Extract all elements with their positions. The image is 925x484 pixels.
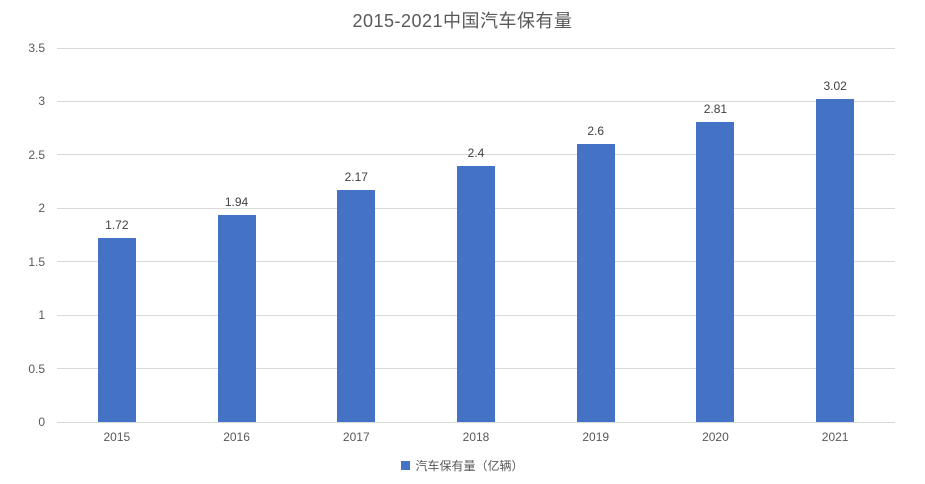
- y-tick-label: 3.5: [28, 41, 45, 55]
- y-tick-label: 1.5: [28, 254, 45, 269]
- bar-value-label: 2.4: [467, 145, 485, 160]
- bar-value-label: 1.72: [105, 218, 129, 233]
- y-tick-label: 0.5: [28, 361, 45, 376]
- y-tick-label: 2.5: [28, 147, 45, 162]
- gridline: [57, 100, 895, 102]
- y-tick-label: 2: [38, 201, 45, 216]
- chart-title: 2015-2021中国汽车保有量: [352, 11, 573, 31]
- x-tick-label: 2018: [462, 430, 490, 444]
- x-tick-label: 2020: [702, 430, 729, 444]
- x-tick-label: 2017: [342, 430, 370, 444]
- legend-square-icon: [401, 461, 411, 470]
- bar-2019: [576, 144, 615, 422]
- bar-value-label: 2.17: [344, 170, 368, 185]
- gridline: [57, 47, 895, 49]
- bar-value-label: 1.94: [224, 194, 249, 209]
- y-tick-label: 3: [38, 94, 45, 109]
- x-tick-label: 2015: [103, 430, 131, 444]
- x-tick-label: 2016: [223, 430, 250, 444]
- bar-2017: [337, 190, 376, 422]
- bar-2020: [696, 121, 735, 422]
- gridline: [57, 421, 895, 423]
- bar-2015: [97, 238, 136, 422]
- x-tick-label: 2021: [821, 430, 849, 444]
- bar-2016: [217, 214, 256, 422]
- bar-value-label: 2.6: [587, 124, 605, 139]
- legend: 汽车保有量（亿辆）: [0, 457, 925, 474]
- bar-value-label: 3.02: [823, 79, 847, 94]
- bar-2021: [816, 99, 855, 422]
- plot-area: 1.72 1.94 2.17 2.4 2.6 2.81 3.02: [57, 47, 895, 423]
- bar-value-label: 2.81: [703, 101, 728, 116]
- bar-2018: [457, 165, 495, 422]
- legend-label: 汽车保有量（亿辆）: [415, 459, 524, 473]
- y-tick-label: 0: [38, 415, 45, 429]
- y-tick-label: 1: [38, 308, 45, 323]
- x-tick-label: 2019: [582, 430, 610, 444]
- gridline: [57, 154, 895, 156]
